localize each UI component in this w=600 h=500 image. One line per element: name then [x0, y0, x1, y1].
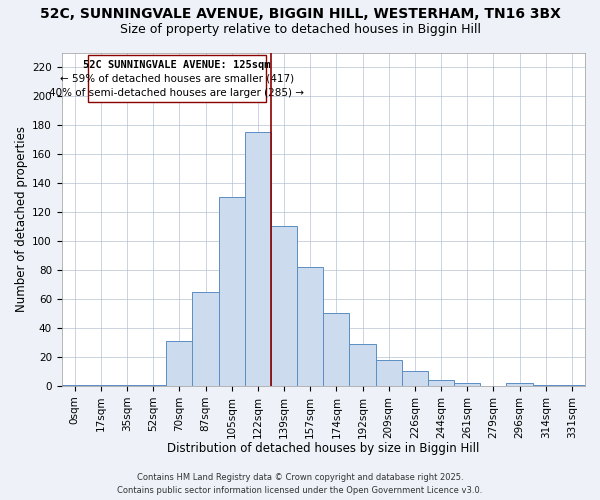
Y-axis label: Number of detached properties: Number of detached properties	[15, 126, 28, 312]
Bar	[323, 314, 349, 386]
Bar	[297, 267, 323, 386]
Bar	[218, 198, 245, 386]
Bar	[245, 132, 271, 386]
Bar	[114, 384, 140, 386]
Bar	[140, 384, 166, 386]
Bar	[62, 384, 88, 386]
Text: Contains HM Land Registry data © Crown copyright and database right 2025.
Contai: Contains HM Land Registry data © Crown c…	[118, 474, 482, 495]
Bar	[454, 383, 481, 386]
Bar	[271, 226, 297, 386]
Bar	[402, 372, 428, 386]
Text: ← 59% of detached houses are smaller (417): ← 59% of detached houses are smaller (41…	[60, 74, 294, 84]
Bar	[428, 380, 454, 386]
X-axis label: Distribution of detached houses by size in Biggin Hill: Distribution of detached houses by size …	[167, 442, 479, 455]
Bar	[506, 383, 533, 386]
Bar	[166, 341, 193, 386]
Bar	[376, 360, 402, 386]
Bar	[193, 292, 218, 386]
Bar	[559, 384, 585, 386]
Text: Size of property relative to detached houses in Biggin Hill: Size of property relative to detached ho…	[119, 22, 481, 36]
FancyBboxPatch shape	[88, 56, 266, 102]
Bar	[349, 344, 376, 386]
Text: 40% of semi-detached houses are larger (285) →: 40% of semi-detached houses are larger (…	[49, 88, 304, 98]
Bar	[88, 384, 114, 386]
Bar	[533, 384, 559, 386]
Text: 52C, SUNNINGVALE AVENUE, BIGGIN HILL, WESTERHAM, TN16 3BX: 52C, SUNNINGVALE AVENUE, BIGGIN HILL, WE…	[40, 8, 560, 22]
Text: 52C SUNNINGVALE AVENUE: 125sqm: 52C SUNNINGVALE AVENUE: 125sqm	[83, 60, 271, 70]
